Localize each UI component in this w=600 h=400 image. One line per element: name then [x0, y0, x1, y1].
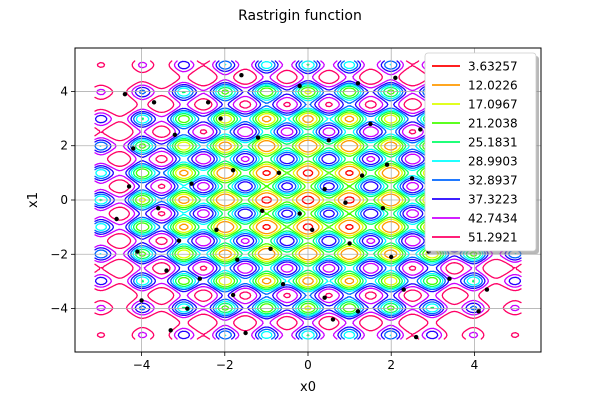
- y-tick-label: −2: [50, 247, 68, 261]
- scatter-point: [156, 205, 161, 211]
- chart-title: Rastrigin function: [238, 8, 362, 24]
- scatter-point: [243, 330, 248, 336]
- y-tick-label: −4: [50, 302, 68, 316]
- scatter-point: [114, 216, 119, 222]
- scatter-point: [168, 328, 173, 333]
- scatter-points: [114, 72, 490, 340]
- scatter-point: [189, 181, 194, 186]
- legend-label: 42.7434: [468, 212, 518, 226]
- scatter-point: [139, 298, 144, 303]
- scatter-point: [255, 135, 261, 140]
- scatter-point: [343, 200, 348, 205]
- scatter-point: [309, 227, 315, 233]
- scatter-point: [355, 309, 361, 314]
- legend-label: 37.3223: [468, 193, 518, 207]
- scatter-point: [230, 292, 236, 298]
- scatter-point: [418, 127, 423, 132]
- scatter-point: [214, 227, 219, 233]
- scatter-point: [276, 170, 282, 176]
- scatter-point: [393, 75, 398, 81]
- x-tick-label: −4: [133, 358, 151, 372]
- scatter-point: [260, 208, 265, 214]
- y-tick-label: 4: [60, 84, 68, 98]
- scatter-point: [131, 146, 136, 151]
- legend-label: 12.0226: [468, 79, 518, 93]
- scatter-point: [380, 205, 386, 211]
- contour-level-1: [261, 169, 355, 231]
- legend-label: 25.1831: [468, 136, 518, 150]
- legend-label: 32.8937: [468, 174, 518, 188]
- scatter-point: [185, 306, 190, 311]
- x-axis: −4 −2 0 2 4: [133, 352, 479, 372]
- scatter-point: [297, 83, 302, 89]
- scatter-point: [447, 276, 452, 281]
- scatter-point: [280, 281, 286, 287]
- scatter-point: [484, 287, 490, 292]
- scatter-point: [297, 211, 302, 216]
- scatter-point: [239, 72, 244, 78]
- x-tick-label: 2: [387, 358, 395, 372]
- scatter-point: [384, 162, 390, 167]
- scatter-point: [176, 238, 182, 243]
- scatter-point: [355, 81, 361, 86]
- scatter-point: [389, 254, 394, 260]
- y-axis: −4 −2 0 2 4: [50, 84, 75, 316]
- scatter-point: [409, 176, 415, 181]
- x-tick-label: 0: [304, 358, 312, 372]
- legend-label: 51.2921: [468, 231, 518, 245]
- legend-label: 17.0967: [468, 98, 518, 112]
- x-tick-label: −2: [216, 358, 234, 372]
- scatter-point: [359, 173, 365, 178]
- scatter-point: [172, 132, 178, 138]
- scatter-point: [326, 138, 332, 143]
- y-axis-label: x1: [26, 192, 41, 208]
- legend: 3.63257 12.0226 17.0967 21.2038 25.1831 28.99…: [424, 52, 539, 254]
- y-tick-label: 0: [60, 193, 68, 207]
- legend-label: 28.9903: [468, 155, 518, 169]
- scatter-point: [126, 184, 132, 189]
- scatter-point: [401, 287, 406, 292]
- scatter-point: [476, 309, 481, 314]
- scatter-point: [164, 268, 169, 273]
- scatter-point: [197, 276, 203, 281]
- scatter-point: [322, 186, 327, 192]
- scatter-point: [268, 246, 273, 252]
- scatter-point: [322, 295, 327, 300]
- x-axis-label: x0: [300, 380, 316, 395]
- scatter-point: [122, 91, 128, 97]
- scatter-point: [235, 257, 240, 262]
- x-tick-label: 4: [471, 358, 479, 372]
- legend-box: [424, 52, 537, 252]
- scatter-point: [218, 116, 223, 121]
- scatter-point: [330, 317, 336, 322]
- contour-level-2: [178, 114, 438, 286]
- scatter-point: [368, 121, 373, 127]
- legend-label: 3.63257: [468, 60, 518, 74]
- scatter-point: [347, 241, 352, 246]
- legend-label: 21.2038: [468, 117, 518, 131]
- scatter-point: [135, 249, 140, 254]
- scatter-point: [230, 167, 236, 173]
- y-tick-label: 2: [60, 139, 68, 153]
- scatter-point: [151, 100, 157, 105]
- scatter-point: [205, 100, 211, 105]
- scatter-point: [413, 334, 419, 340]
